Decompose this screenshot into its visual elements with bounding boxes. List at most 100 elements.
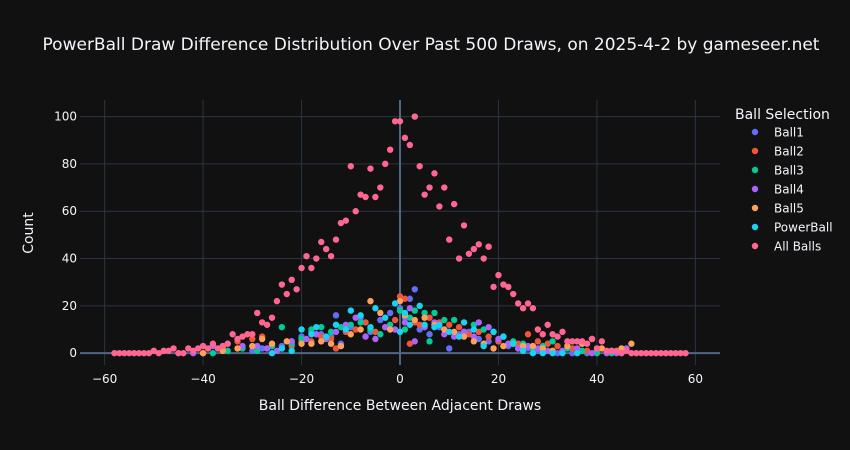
data-point (623, 347, 630, 355)
data-point (672, 349, 679, 357)
legend-item-ball4[interactable]: Ball4 (751, 183, 804, 197)
data-point (569, 349, 576, 357)
data-point (332, 328, 340, 336)
data-point (583, 347, 591, 355)
data-point (406, 340, 414, 347)
data-point (327, 335, 335, 343)
data-point (244, 331, 251, 338)
legend-item-ball1[interactable]: Ball1 (751, 126, 804, 140)
data-point (318, 338, 325, 345)
data-point (327, 328, 335, 336)
data-point (455, 323, 463, 331)
data-point (347, 331, 354, 338)
legend-item-all-balls[interactable]: All Balls (751, 240, 821, 254)
legend-label: Ball1 (774, 126, 804, 140)
data-point (219, 342, 226, 350)
data-point (549, 349, 556, 357)
data-point (574, 338, 581, 345)
series-powerball (268, 300, 581, 357)
legend-marker (751, 166, 759, 174)
data-point (357, 319, 364, 326)
data-point (372, 193, 379, 201)
data-point (495, 335, 502, 343)
data-point (455, 255, 463, 262)
y-tick-label: 0 (69, 346, 77, 360)
data-point (406, 314, 414, 321)
data-point (446, 321, 453, 328)
data-point (431, 170, 438, 177)
data-point (293, 286, 300, 293)
x-axis-label: Ball Difference Between Adjacent Draws (259, 398, 541, 414)
data-point (332, 345, 340, 352)
data-point (214, 345, 222, 352)
data-point (450, 200, 458, 208)
data-point (190, 347, 197, 355)
data-point (362, 319, 369, 326)
data-point (258, 345, 266, 352)
data-point (268, 340, 276, 347)
data-point (337, 342, 345, 350)
legend-label: Ball2 (774, 145, 804, 159)
legend-label: Ball3 (774, 164, 804, 178)
data-point (628, 340, 635, 347)
legend-item-powerball[interactable]: PowerBall (751, 221, 833, 235)
data-point (554, 342, 561, 350)
data-point (455, 333, 463, 340)
data-point (308, 331, 315, 338)
data-point (283, 290, 290, 298)
data-point (549, 331, 556, 338)
data-point (426, 331, 433, 338)
data-point (204, 345, 212, 352)
x-tick-label: 20 (491, 372, 506, 386)
data-point (421, 321, 428, 328)
data-point (386, 146, 394, 153)
data-point (347, 163, 354, 170)
legend[interactable]: Ball Selection Ball1 Ball2 Ball3 Ball4 Ball5… (735, 107, 833, 254)
legend-title: Ball Selection (735, 107, 830, 123)
legend-item-ball5[interactable]: Ball5 (751, 202, 804, 216)
data-point (199, 342, 207, 350)
legend-item-ball2[interactable]: Ball2 (751, 145, 804, 159)
data-point (318, 333, 325, 340)
data-point (657, 349, 665, 357)
data-point (406, 295, 414, 302)
data-point (490, 283, 497, 291)
data-point (505, 283, 512, 291)
legend-item-ball3[interactable]: Ball3 (751, 164, 804, 178)
data-point (450, 316, 458, 324)
data-point (564, 342, 571, 350)
data-point (421, 309, 428, 317)
data-point (258, 335, 266, 343)
axis-ticks: −60 −40 −20 0 20 40 60 0 20 40 60 80 100 (54, 110, 703, 386)
data-point (544, 347, 551, 355)
data-point (401, 319, 409, 326)
y-tick-label: 20 (62, 299, 77, 313)
data-point (465, 250, 473, 257)
data-point (401, 326, 409, 333)
legend-label: Ball4 (774, 183, 804, 197)
data-point (485, 243, 492, 250)
data-point (603, 347, 610, 355)
data-point (593, 345, 601, 352)
data-point (470, 321, 478, 328)
data-point (273, 347, 281, 355)
data-point (352, 314, 359, 321)
data-point (382, 160, 389, 168)
data-point (446, 345, 453, 352)
data-point (647, 349, 655, 357)
legend-marker (751, 242, 759, 250)
data-point (150, 347, 158, 355)
data-point (121, 349, 128, 357)
y-tick-label: 60 (62, 204, 77, 218)
data-point (608, 347, 615, 355)
legend-marker (751, 223, 759, 231)
data-point (475, 319, 482, 326)
data-point (549, 338, 556, 345)
data-point (209, 340, 217, 347)
legend-marker (751, 128, 759, 136)
data-point (254, 309, 261, 317)
data-point (254, 347, 261, 355)
data-point (288, 338, 295, 345)
data-point (470, 338, 478, 345)
data-point (490, 328, 497, 336)
